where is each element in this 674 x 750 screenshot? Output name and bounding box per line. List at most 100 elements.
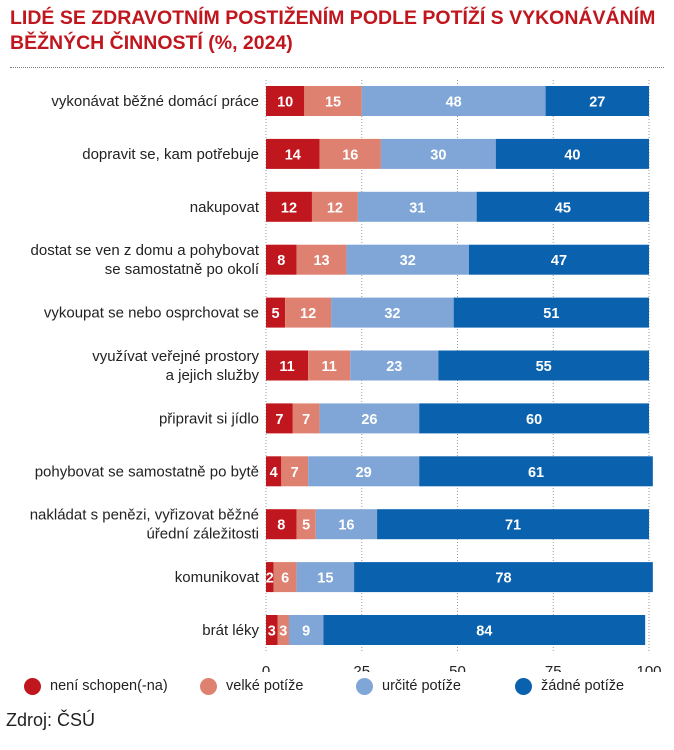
bar-segment bbox=[419, 403, 649, 434]
bar-segment bbox=[296, 562, 355, 593]
data-label: 13 bbox=[313, 253, 329, 269]
legend-label-major-difficulty: velké potíže bbox=[226, 678, 304, 694]
category-label: vykoupat se nebo osprchovat se bbox=[44, 305, 259, 322]
category-label: využívat veřejné prostory bbox=[92, 348, 259, 365]
data-label: 61 bbox=[528, 465, 544, 481]
bar-segment bbox=[476, 191, 649, 222]
bar-segment bbox=[380, 138, 496, 169]
category-label: se samostatně po okolí bbox=[105, 261, 260, 278]
bar-segment bbox=[331, 297, 454, 328]
bar-segment bbox=[304, 86, 362, 116]
data-label: 48 bbox=[446, 95, 462, 111]
data-label: 23 bbox=[386, 359, 402, 375]
data-label: 60 bbox=[526, 412, 542, 428]
category-label: dopravit se, kam potřebuje bbox=[82, 146, 259, 163]
legend-item-some-difficulty: určité potíže bbox=[356, 672, 461, 700]
data-label: 9 bbox=[302, 624, 310, 640]
x-tick-label: 75 bbox=[545, 663, 562, 672]
bar-segment bbox=[285, 297, 332, 328]
data-label: 40 bbox=[564, 147, 580, 163]
data-label: 12 bbox=[300, 306, 316, 322]
data-label: 47 bbox=[551, 253, 567, 269]
bar-segment bbox=[266, 615, 278, 645]
data-label: 16 bbox=[338, 518, 354, 534]
bar-segment bbox=[308, 350, 351, 381]
legend-swatch-major-difficulty bbox=[200, 677, 217, 695]
legend-label-some-difficulty: určité potíže bbox=[382, 678, 461, 694]
bar-segment bbox=[273, 562, 297, 593]
bar-segment bbox=[266, 403, 293, 434]
data-label: 16 bbox=[342, 147, 358, 163]
source-note: Zdroj: ČSÚ bbox=[6, 710, 96, 730]
data-label: 29 bbox=[356, 465, 372, 481]
bar-segment bbox=[266, 244, 297, 275]
category-label: komunikovat bbox=[175, 569, 260, 586]
category-label: vykonávat běžné domácí práce bbox=[51, 93, 259, 110]
bar-segment bbox=[495, 138, 649, 169]
category-label: a jejich služby bbox=[166, 367, 260, 384]
data-label: 32 bbox=[384, 306, 400, 322]
bar-segment bbox=[438, 350, 649, 381]
category-label: nakládat s penězi, vyřizovat běžné bbox=[30, 507, 259, 524]
bar-segment bbox=[281, 456, 309, 487]
x-tick-label: 0 bbox=[262, 663, 270, 672]
bar-segment bbox=[296, 509, 316, 540]
x-tick-label: 100 bbox=[636, 663, 661, 672]
data-label: 15 bbox=[325, 95, 341, 111]
data-label: 15 bbox=[317, 571, 333, 587]
bar-segment bbox=[308, 456, 420, 487]
bar-segment bbox=[288, 615, 324, 645]
bar-segment bbox=[350, 350, 439, 381]
bar-segment bbox=[266, 138, 320, 169]
bar-segment bbox=[266, 86, 305, 116]
bar-segment bbox=[296, 244, 347, 275]
data-label: 7 bbox=[275, 412, 283, 428]
data-label: 14 bbox=[285, 147, 301, 163]
legend-swatch-unable bbox=[24, 677, 41, 695]
data-label: 3 bbox=[279, 624, 287, 640]
category-label: úřední záležitosti bbox=[146, 526, 259, 543]
data-label: 32 bbox=[400, 253, 416, 269]
category-label: brát léky bbox=[202, 622, 259, 639]
bar-segment bbox=[277, 615, 289, 645]
data-label: 8 bbox=[277, 518, 285, 534]
bar-segment bbox=[266, 350, 309, 381]
title-divider bbox=[10, 67, 664, 68]
bar-segment bbox=[453, 297, 649, 328]
bar-segment bbox=[266, 562, 274, 593]
bar-segment bbox=[357, 191, 477, 222]
data-label: 55 bbox=[536, 359, 552, 375]
data-label: 11 bbox=[322, 359, 337, 375]
data-label: 84 bbox=[476, 624, 492, 640]
data-label: 12 bbox=[327, 200, 343, 216]
category-label: dostat se ven z domu a pohybovat bbox=[31, 242, 260, 259]
data-label: 27 bbox=[589, 95, 605, 111]
legend-item-major-difficulty: velké potíže bbox=[200, 672, 303, 700]
category-label: nakupovat bbox=[190, 199, 260, 216]
legend-item-no-difficulty: žádné potíže bbox=[515, 672, 624, 700]
x-tick-label: 50 bbox=[449, 663, 466, 672]
bar-segment bbox=[319, 403, 420, 434]
data-label: 3 bbox=[268, 624, 276, 640]
legend-swatch-no-difficulty bbox=[515, 677, 532, 695]
bar-segment bbox=[377, 509, 649, 540]
legend-label-unable: není schopen(-na) bbox=[50, 678, 168, 694]
bar-segment bbox=[292, 403, 320, 434]
data-label: 6 bbox=[281, 571, 289, 587]
bar-segment bbox=[468, 244, 649, 275]
data-label: 7 bbox=[291, 465, 299, 481]
data-label: 51 bbox=[543, 306, 559, 322]
data-label: 2 bbox=[266, 571, 274, 587]
chart-title-line-2: BĚŽNÝCH ČINNOSTÍ (%, 2024) bbox=[10, 32, 293, 54]
chart-title: LIDÉ SE ZDRAVOTNÍM POSTIŽENÍM PODLE POTÍ… bbox=[10, 6, 660, 56]
x-tick-label: 25 bbox=[353, 663, 370, 672]
data-label: 5 bbox=[302, 518, 310, 534]
data-label: 12 bbox=[281, 200, 297, 216]
data-label: 11 bbox=[279, 359, 294, 375]
bar-segment bbox=[319, 138, 381, 169]
data-label: 8 bbox=[277, 253, 285, 269]
bar-segment bbox=[266, 456, 282, 487]
data-label: 78 bbox=[495, 571, 511, 587]
bar-segment bbox=[419, 456, 653, 487]
